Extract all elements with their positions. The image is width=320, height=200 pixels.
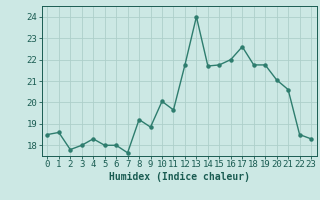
X-axis label: Humidex (Indice chaleur): Humidex (Indice chaleur): [109, 172, 250, 182]
